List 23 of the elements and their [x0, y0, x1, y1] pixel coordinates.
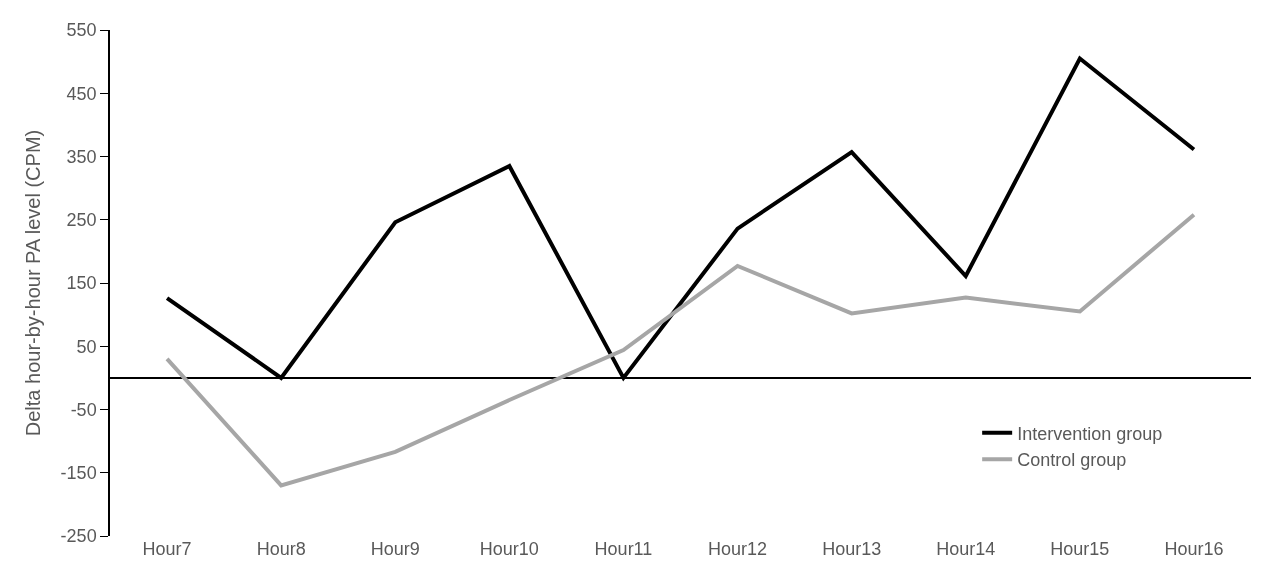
x-tick-label: Hour14 — [936, 539, 996, 559]
x-tick-label: Hour8 — [256, 539, 306, 559]
x-tick-label: Hour13 — [822, 539, 882, 559]
legend-label: Intervention group — [1017, 423, 1163, 444]
x-tick-label: Hour16 — [1164, 539, 1224, 559]
y-tick-label: 350 — [66, 146, 97, 167]
x-tick-label: Hour12 — [708, 539, 768, 559]
x-tick-label: Hour9 — [370, 539, 420, 559]
legend-label: Control group — [1017, 450, 1127, 471]
y-axis-title: Delta hour-by-hour PA level (CPM) — [21, 129, 44, 437]
y-tick-label: 150 — [66, 273, 97, 294]
y-tick-label: 50 — [76, 336, 97, 357]
y-tick-label: -50 — [70, 399, 97, 420]
x-tick-label: Hour11 — [594, 539, 653, 559]
x-tick-label: Hour15 — [1050, 539, 1110, 559]
x-tick-label: Hour7 — [142, 539, 192, 559]
y-tick-label: -150 — [60, 463, 97, 484]
y-tick-label: 250 — [66, 210, 97, 231]
y-tick-label: 450 — [66, 83, 97, 104]
line-series — [165, 212, 1196, 488]
y-tick-label: 550 — [66, 20, 97, 41]
y-tick-label: -250 — [60, 526, 97, 547]
x-tick-label: Hour10 — [479, 539, 539, 559]
